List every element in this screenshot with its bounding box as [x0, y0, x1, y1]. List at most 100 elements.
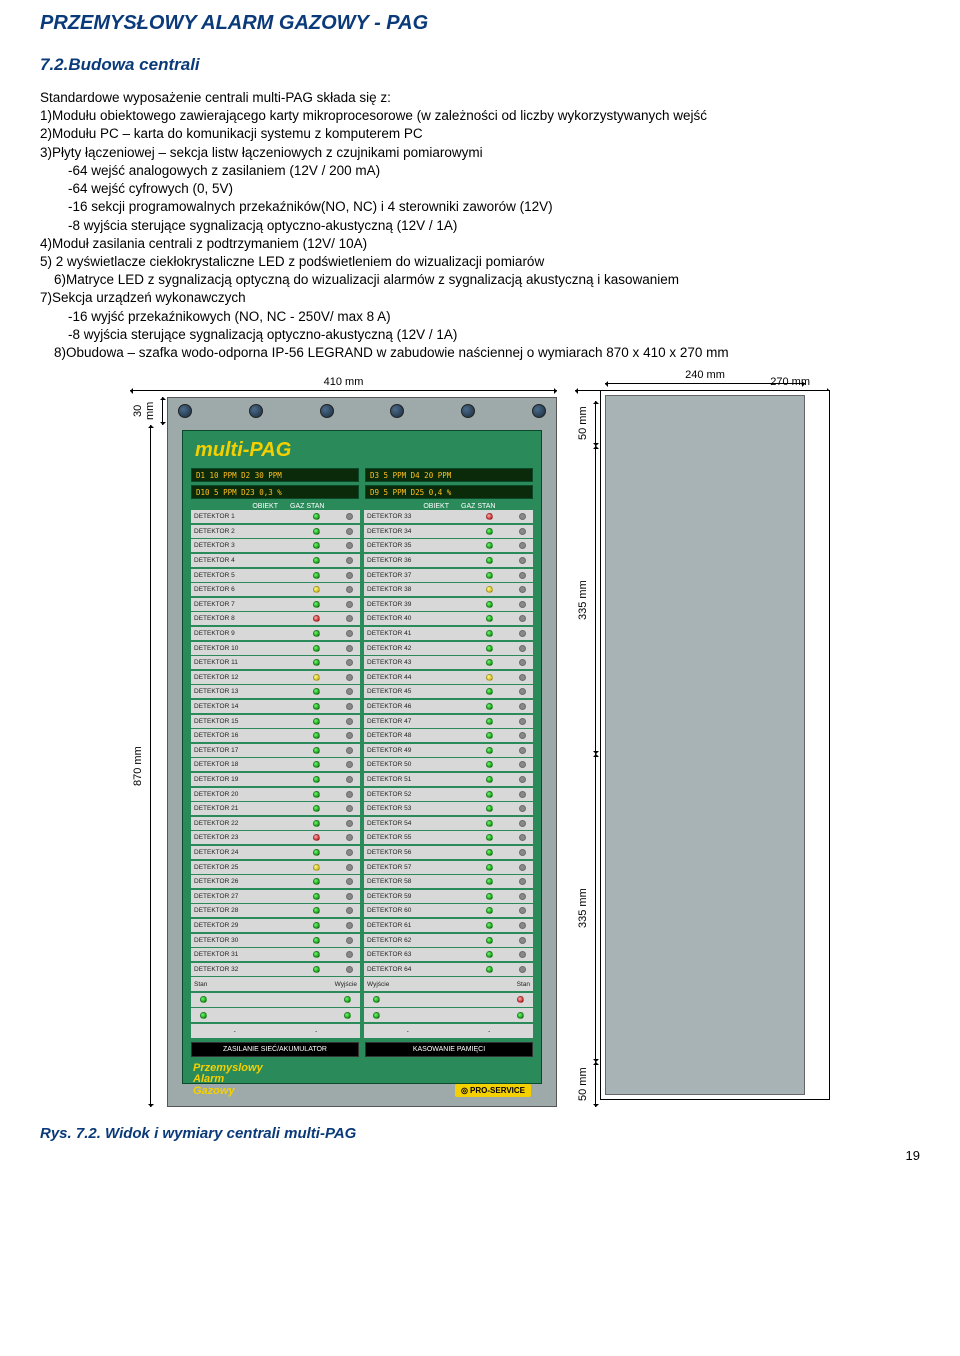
detector-row: DETEKTOR 6: [191, 583, 360, 596]
detector-row: DETEKTOR 17: [191, 744, 360, 757]
detector-row: DETEKTOR 61: [364, 919, 533, 932]
detector-label: DETEKTOR 2: [194, 528, 311, 535]
detector-row: DETEKTOR 39: [364, 598, 533, 611]
detector-label: DETEKTOR 63: [367, 951, 484, 958]
detector-row: DETEKTOR 38: [364, 583, 533, 596]
detector-led-2: [519, 864, 526, 871]
detector-led: [313, 805, 320, 812]
detector-led: [486, 922, 493, 929]
detector-led: [313, 907, 320, 914]
detector-led: [486, 820, 493, 827]
detector-led-2: [346, 805, 353, 812]
detector-led: [313, 586, 320, 593]
detector-row: DETEKTOR 54: [364, 817, 533, 830]
detector-row: DETEKTOR 27: [191, 890, 360, 903]
detector-row: DETEKTOR 34: [364, 525, 533, 538]
bolt: [390, 404, 404, 418]
detector-row: DETEKTOR 18: [191, 758, 360, 771]
detector-label: DETEKTOR 1: [194, 513, 311, 520]
bolt: [320, 404, 334, 418]
detector-led-2: [346, 732, 353, 739]
detector-led-2: [346, 907, 353, 914]
detector-row: DETEKTOR 30: [191, 934, 360, 947]
lcd-1b: D3 5 PPM D4 20 PPM: [365, 468, 533, 482]
detector-label: DETEKTOR 58: [367, 878, 484, 885]
detector-led-2: [346, 542, 353, 549]
detector-led: [313, 864, 320, 871]
detector-led-2: [519, 966, 526, 973]
detector-led: [486, 557, 493, 564]
detector-led: [486, 659, 493, 666]
detector-led-2: [519, 820, 526, 827]
detector-led: [313, 747, 320, 754]
dim-50mm-b: 50 mm: [575, 1062, 591, 1107]
bolt-row: [168, 404, 556, 418]
detector-led: [486, 878, 493, 885]
detector-led-2: [519, 761, 526, 768]
detector-label: DETEKTOR 41: [367, 630, 484, 637]
detector-led-2: [519, 937, 526, 944]
sub3-2: -16 sekcji programowalnych przekaźników(…: [40, 198, 920, 216]
dim-30mm: 30 mm: [130, 397, 158, 425]
detector-row: DETEKTOR 64: [364, 963, 533, 976]
detector-led: [486, 937, 493, 944]
detector-label: DETEKTOR 47: [367, 718, 484, 725]
ch-obiekt-r: OBIEKT: [364, 503, 461, 510]
detector-led-2: [519, 791, 526, 798]
detector-led-2: [519, 688, 526, 695]
logo-multi-pag: multi-PAG: [191, 437, 533, 468]
ch-gaz-l: GAZ STAN: [290, 503, 360, 510]
detector-label: DETEKTOR 15: [194, 718, 311, 725]
detector-row: DETEKTOR 36: [364, 554, 533, 567]
detector-led-2: [346, 849, 353, 856]
detector-row: DETEKTOR 10: [191, 642, 360, 655]
detector-label: DETEKTOR 53: [367, 805, 484, 812]
detector-label: DETEKTOR 55: [367, 834, 484, 841]
detector-led-2: [519, 557, 526, 564]
detector-led-2: [346, 615, 353, 622]
detector-label: DETEKTOR 21: [194, 805, 311, 812]
led-row-2r: [364, 1008, 533, 1022]
footer-stan-r: Wyjście Stan: [364, 977, 533, 991]
dim-arrow-240: [605, 383, 805, 384]
detector-led: [313, 703, 320, 710]
dim-335mm-1: 335 mm: [575, 446, 591, 754]
detector-led-2: [346, 513, 353, 520]
side-door: [605, 395, 805, 1095]
dim-v-335b: [595, 754, 596, 1062]
detector-led-2: [519, 718, 526, 725]
detector-label: DETEKTOR 48: [367, 732, 484, 739]
detector-label: DETEKTOR 27: [194, 893, 311, 900]
detector-row: DETEKTOR 50: [364, 758, 533, 771]
led-row-3r: --: [364, 1024, 533, 1038]
detector-led: [313, 615, 320, 622]
detector-row: DETEKTOR 5: [191, 569, 360, 582]
detector-led-2: [346, 718, 353, 725]
detector-row: DETEKTOR 56: [364, 846, 533, 859]
flab-stan-r: Stan: [449, 981, 531, 988]
detector-led-2: [346, 922, 353, 929]
detector-led: [486, 718, 493, 725]
detector-led: [486, 849, 493, 856]
detector-led-2: [346, 703, 353, 710]
footer-stan-l: Stan Wyjście: [191, 977, 360, 991]
dim-front-width: 410 mm: [130, 376, 557, 388]
intro: Standardowe wyposażenie centrali multi-P…: [40, 90, 391, 105]
detector-led: [313, 966, 320, 973]
detector-label: DETEKTOR 19: [194, 776, 311, 783]
detector-led-2: [519, 659, 526, 666]
detector-label: DETEKTOR 16: [194, 732, 311, 739]
detector-row: DETEKTOR 40: [364, 612, 533, 625]
led-row-3l: --: [191, 1024, 360, 1038]
detector-label: DETEKTOR 38: [367, 586, 484, 593]
detector-label: DETEKTOR 45: [367, 688, 484, 695]
body-text: Standardowe wyposażenie centrali multi-P…: [40, 89, 920, 362]
detector-led-2: [519, 586, 526, 593]
detector-label: DETEKTOR 26: [194, 878, 311, 885]
brand-pro-service: ◎ PRO-SERVICE: [455, 1084, 531, 1097]
dim-v-50t: [595, 401, 596, 446]
detector-row: DETEKTOR 28: [191, 904, 360, 917]
detector-led-2: [519, 747, 526, 754]
detector-led-2: [519, 615, 526, 622]
detector-led: [486, 776, 493, 783]
